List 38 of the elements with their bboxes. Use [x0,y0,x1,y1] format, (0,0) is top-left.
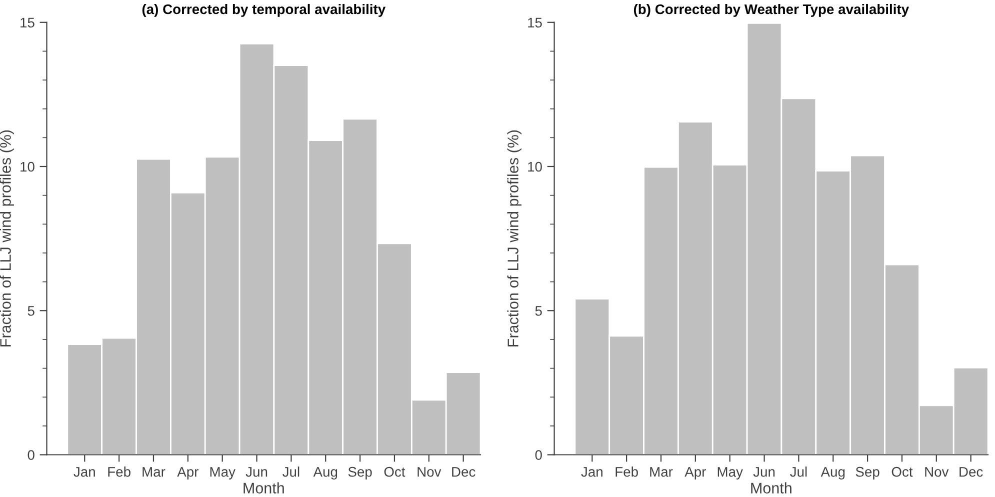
y-axis-title: Fraction of LLJ wind profiles (%) [507,130,522,346]
x-tick-label: Aug [820,467,845,480]
y-tick-label: 10 [528,162,542,172]
x-tick-label: Jul [282,466,300,477]
x-tick-label: Nov [418,467,442,477]
x-tick-label: Apr [177,467,198,480]
x-tick-label: Feb [616,466,638,477]
y-tick-label: 10 [20,162,34,172]
x-tick-label: Jan [581,467,602,477]
chart-title: (a) Corrected by temporal availability [142,4,386,17]
y-axis-title: Fraction of LLJ wind profiles (%) [0,130,14,346]
x-tick-label: Oct [892,466,913,477]
x-tick-label: Mar [142,467,166,477]
x-axis-title: Month [244,482,284,494]
y-tick-label: 0 [535,450,542,460]
x-tick-label: Oct [384,466,406,477]
x-tick-label: Jun [246,467,268,477]
y-tick-label: 15 [528,18,542,28]
x-tick-label: Jul [790,466,807,477]
x-tick-label: Dec [452,467,476,477]
x-tick-label: Sep [348,466,372,480]
chart-title: (b) Corrected by Weather Type availability [634,4,909,17]
x-tick-label: May [210,467,236,480]
x-tick-label: May [718,467,743,480]
x-tick-label: Feb [108,466,130,477]
x-axis-title: Month [751,482,792,494]
x-tick-label: Sep [856,466,880,480]
y-tick-label: 5 [28,306,34,316]
x-tick-label: Dec [960,467,983,477]
x-tick-label: Jun [753,467,775,477]
x-tick-label: Nov [925,467,949,477]
x-tick-label: Apr [684,467,706,480]
y-tick-label: 0 [28,450,34,460]
y-tick-label: 15 [20,18,34,28]
y-tick-label: 5 [535,306,542,316]
x-tick-label: Jan [74,467,95,477]
x-tick-label: Mar [650,467,673,477]
x-tick-label: Aug [313,467,338,480]
